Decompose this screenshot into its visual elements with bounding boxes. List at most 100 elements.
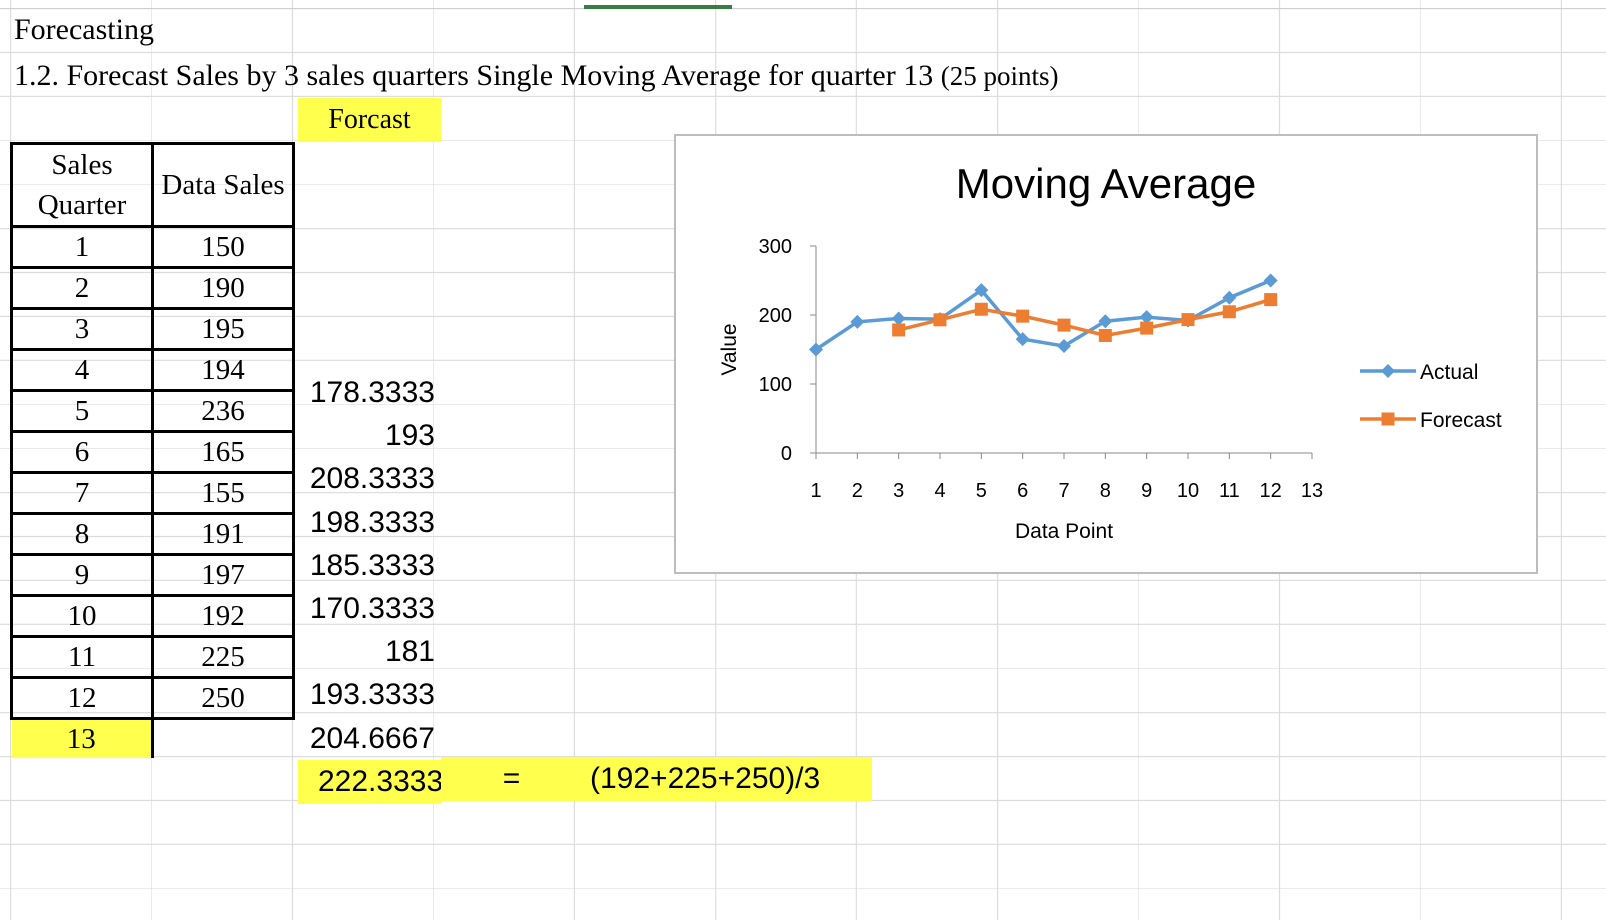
chart-title: Moving Average	[956, 160, 1256, 207]
quarter-cell[interactable]: 4	[10, 348, 154, 392]
data-point-forecast	[1057, 318, 1071, 332]
y-tick-label: 100	[759, 374, 792, 396]
data-point-actual	[1222, 290, 1237, 305]
x-tick-label: 13	[1301, 480, 1323, 502]
forecast-cell[interactable]: 198.3333	[309, 505, 435, 539]
question-points: (25 points)	[940, 61, 1059, 91]
data-point-actual	[1098, 314, 1113, 329]
quarter-cell[interactable]: 7	[10, 471, 154, 515]
sales-cell[interactable]: 195	[151, 307, 295, 351]
series-line-actual	[815, 278, 1272, 351]
forecast-cell[interactable]: 193.3333	[309, 678, 435, 712]
table-row: 9 197	[10, 553, 295, 597]
data-point-actual	[850, 314, 865, 329]
quarter-cell[interactable]: 3	[10, 307, 154, 351]
legend-marker-actual	[1381, 364, 1395, 378]
table-row: 11 225	[10, 635, 295, 679]
x-tick-label: 12	[1260, 480, 1282, 502]
data-point-forecast	[1016, 309, 1030, 323]
forecast-cell[interactable]: 178.3333	[309, 376, 435, 409]
moving-average-chart[interactable]: Moving Average 0 100 200 300 1 2 3 4 5 6 7 8 9 10 11 12 1…	[674, 134, 1538, 574]
table-row: 10 192	[10, 594, 295, 638]
forecast-cell[interactable]: 170.3333	[309, 592, 435, 625]
sales-cell[interactable]: 236	[151, 389, 295, 433]
quarter-cell[interactable]: 1	[10, 225, 154, 269]
table-row: 2 190	[10, 266, 295, 310]
data-point-actual	[809, 342, 823, 357]
table-header-row: Sales Quarter Data Sales	[10, 142, 295, 228]
legend-marker-forecast	[1381, 412, 1395, 426]
header-sales-quarter[interactable]: Sales Quarter	[10, 142, 154, 228]
quarter-cell[interactable]: 12	[10, 676, 154, 720]
x-tick-label: 4	[934, 480, 945, 502]
data-point-forecast	[1264, 293, 1278, 307]
data-point-forecast	[892, 323, 906, 337]
forecast-cell[interactable]: 193	[384, 419, 435, 453]
x-tick-label: 11	[1219, 480, 1240, 502]
data-point-forecast	[1222, 305, 1236, 319]
table-row: 1 150	[10, 225, 295, 269]
sales-cell[interactable]: 192	[151, 594, 295, 638]
y-tick-label: 300	[759, 236, 792, 258]
x-axis-title: Data Point	[1015, 520, 1113, 543]
table-row: 6 165	[10, 430, 295, 474]
legend-label-forecast: Forecast	[1420, 409, 1502, 432]
data-point-forecast	[1098, 328, 1112, 342]
data-point-forecast	[933, 313, 947, 327]
quarter-cell[interactable]: 11	[10, 635, 154, 679]
quarter-cell[interactable]: 10	[10, 594, 154, 638]
x-tick-label: 10	[1177, 480, 1199, 502]
x-tick-label: 8	[1100, 480, 1111, 502]
data-point-forecast	[1140, 321, 1154, 335]
equals-cell[interactable]: =	[441, 757, 582, 801]
forecast-cell[interactable]: 204.6667	[309, 721, 435, 755]
sheet-title[interactable]: Forecasting	[14, 13, 154, 46]
header-data-sales[interactable]: Data Sales	[151, 142, 295, 228]
forecast-cell[interactable]: 185.3333	[309, 548, 435, 582]
x-tick-label: 9	[1141, 480, 1152, 502]
y-axis-title: Value	[718, 323, 741, 375]
forecast-cell[interactable]: 181	[384, 635, 435, 669]
quarter-cell[interactable]: 5	[10, 389, 154, 433]
formula-cell[interactable]: (192+225+250)/3	[582, 757, 872, 801]
data-point-actual	[1139, 310, 1154, 325]
selected-column-indicator	[584, 5, 732, 9]
forecast-header-cell[interactable]: Forcast	[298, 98, 441, 142]
table-row: 8 191	[10, 512, 295, 556]
x-tick-label: 7	[1058, 480, 1069, 502]
sales-cell[interactable]: 155	[151, 471, 295, 515]
sales-cell[interactable]: 150	[151, 225, 295, 269]
quarter-cell[interactable]: 9	[10, 553, 154, 597]
table-row: 3 195	[10, 307, 295, 351]
column-header-strip	[0, 0, 1606, 9]
quarter-cell[interactable]: 8	[10, 512, 154, 556]
sales-cell[interactable]: 225	[151, 635, 295, 679]
forecast-cell[interactable]: 222.3333	[298, 759, 443, 804]
sales-cell[interactable]: 165	[151, 430, 295, 474]
sales-cell[interactable]: 194	[151, 348, 295, 392]
sales-cell[interactable]	[151, 717, 294, 758]
table-row: 13	[11, 717, 294, 758]
sales-cell[interactable]: 250	[151, 676, 295, 720]
x-tick-label: 5	[976, 480, 987, 502]
forecast-cell[interactable]: 208.3333	[309, 462, 435, 496]
sales-cell[interactable]: 191	[151, 512, 295, 556]
data-point-actual	[974, 283, 989, 298]
sales-cell[interactable]: 197	[151, 553, 295, 597]
series-line-forecast	[898, 297, 1272, 338]
data-point-actual	[891, 311, 906, 326]
table-row: 4 194	[10, 348, 295, 392]
quarter-cell[interactable]: 13	[11, 717, 154, 758]
quarter-cell[interactable]: 6	[10, 430, 154, 474]
data-point-forecast	[1181, 313, 1195, 327]
x-tick-label: 3	[893, 480, 904, 502]
sales-cell[interactable]: 190	[151, 266, 295, 310]
data-point-forecast	[974, 302, 988, 316]
table-row: 5 236	[10, 389, 295, 433]
quarter-cell[interactable]: 2	[10, 266, 154, 310]
data-point-actual	[1015, 332, 1030, 347]
y-tick-label: 200	[759, 305, 792, 327]
question-text[interactable]: 1.2. Forecast Sales by 3 sales quarters …	[14, 56, 1058, 96]
x-tick-label: 6	[1017, 480, 1028, 502]
